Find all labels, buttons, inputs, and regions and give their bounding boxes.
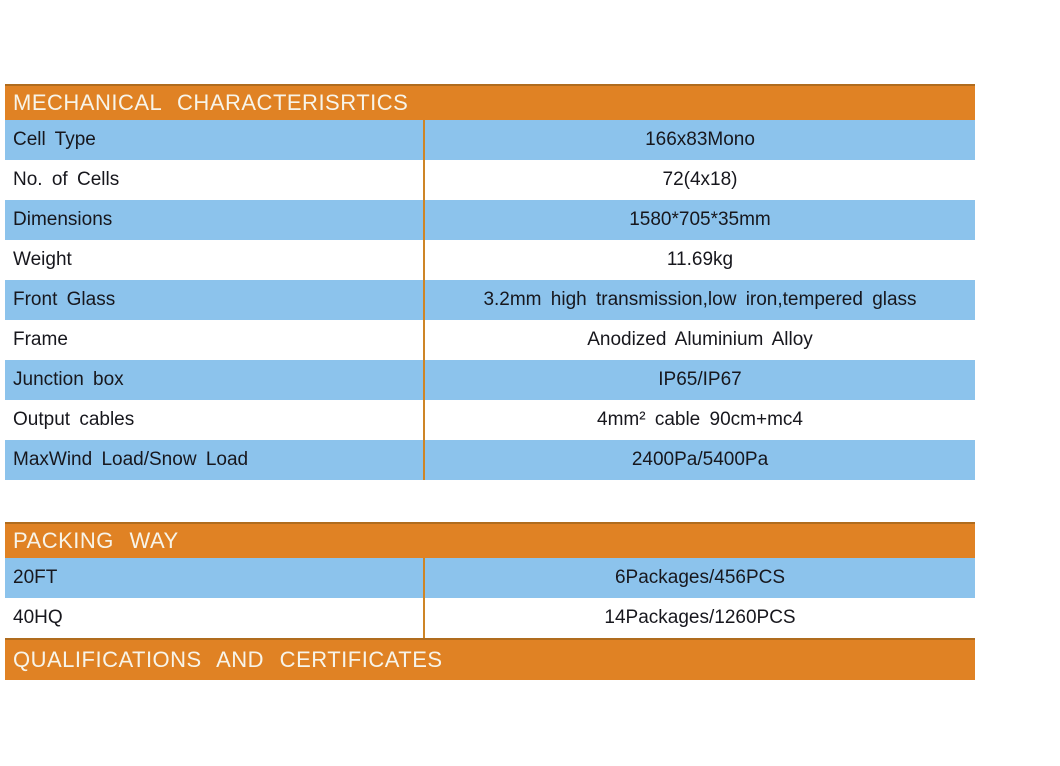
spec-label: Weight: [13, 249, 72, 270]
spec-label: 20FT: [13, 567, 58, 588]
section-mechanical-characteristics: MECHANICAL CHARACTERISRTICS Cell Type 16…: [5, 84, 975, 480]
section-header-packing-way: PACKING WAY: [5, 522, 975, 558]
spec-value: 1580*705*35mm: [423, 200, 975, 240]
section-title: MECHANICAL CHARACTERISRTICS: [13, 90, 409, 115]
spec-label: Frame: [13, 329, 68, 350]
spec-value: 14Packages/1260PCS: [423, 598, 975, 638]
spec-value: 72(4x18): [423, 160, 975, 200]
spec-sheet: MECHANICAL CHARACTERISRTICS Cell Type 16…: [5, 84, 975, 680]
spec-row-output-cables: Output cables 4mm² cable 90cm+mc4: [5, 400, 975, 440]
spec-value: IP65/IP67: [423, 360, 975, 400]
spec-row-weight: Weight 11.69kg: [5, 240, 975, 280]
spec-label: Output cables: [13, 409, 135, 430]
spec-row-junction-box: Junction box IP65/IP67: [5, 360, 975, 400]
spec-value: 6Packages/456PCS: [423, 558, 975, 598]
section-gap: [5, 480, 975, 522]
spec-value: 3.2mm high transmission,low iron,tempere…: [423, 280, 975, 320]
spec-row-front-glass: Front Glass 3.2mm high transmission,low …: [5, 280, 975, 320]
spec-row-no-of-cells: No. of Cells 72(4x18): [5, 160, 975, 200]
spec-label: Junction box: [13, 369, 124, 390]
section-title: QUALIFICATIONS AND CERTIFICATES: [13, 647, 443, 672]
spec-row-frame: Frame Anodized Aluminium Alloy: [5, 320, 975, 360]
section-packing-way: PACKING WAY 20FT 6Packages/456PCS 40HQ 1…: [5, 522, 975, 638]
spec-row-40hq: 40HQ 14Packages/1260PCS: [5, 598, 975, 638]
spec-row-cell-type: Cell Type 166x83Mono: [5, 120, 975, 160]
spec-row-20ft: 20FT 6Packages/456PCS: [5, 558, 975, 598]
spec-value: Anodized Aluminium Alloy: [423, 320, 975, 360]
spec-row-dimensions: Dimensions 1580*705*35mm: [5, 200, 975, 240]
spec-label: No. of Cells: [13, 169, 120, 190]
spec-label: MaxWind Load/Snow Load: [13, 449, 249, 470]
section-title: PACKING WAY: [13, 528, 179, 553]
spec-label: Front Glass: [13, 289, 116, 310]
spec-value: 11.69kg: [423, 240, 975, 280]
spec-value: 166x83Mono: [423, 120, 975, 160]
section-qualifications-certificates: QUALIFICATIONS AND CERTIFICATES: [5, 638, 975, 680]
section-header-mechanical: MECHANICAL CHARACTERISRTICS: [5, 84, 975, 120]
spec-label: 40HQ: [13, 607, 63, 628]
spec-label: Cell Type: [13, 129, 96, 150]
spec-value: 2400Pa/5400Pa: [423, 440, 975, 480]
spec-value: 4mm² cable 90cm+mc4: [423, 400, 975, 440]
spec-row-max-wind-snow-load: MaxWind Load/Snow Load 2400Pa/5400Pa: [5, 440, 975, 480]
spec-label: Dimensions: [13, 209, 113, 230]
section-header-qualifications: QUALIFICATIONS AND CERTIFICATES: [5, 638, 975, 680]
